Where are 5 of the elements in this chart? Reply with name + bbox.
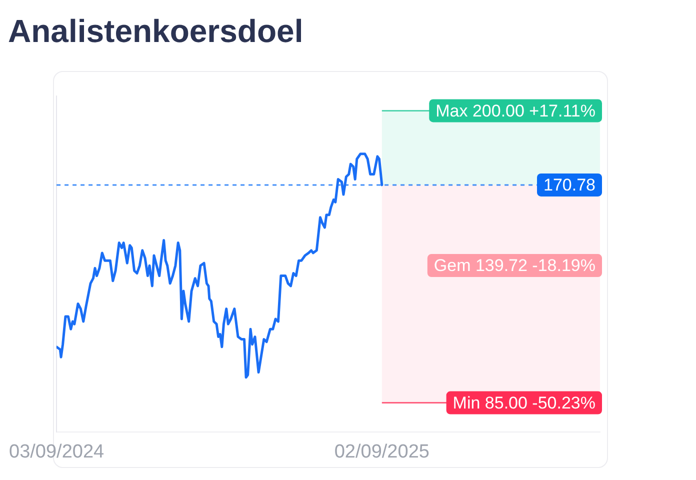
- x-tick-label: 03/09/2024: [9, 442, 105, 463]
- annotation: Gem 139.72 -18.19%: [434, 256, 596, 276]
- chart-title: Analistenkoersdoel: [8, 13, 304, 50]
- ref-line-label: 170.78: [544, 176, 596, 195]
- x-tick-label: 02/09/2025: [334, 442, 430, 463]
